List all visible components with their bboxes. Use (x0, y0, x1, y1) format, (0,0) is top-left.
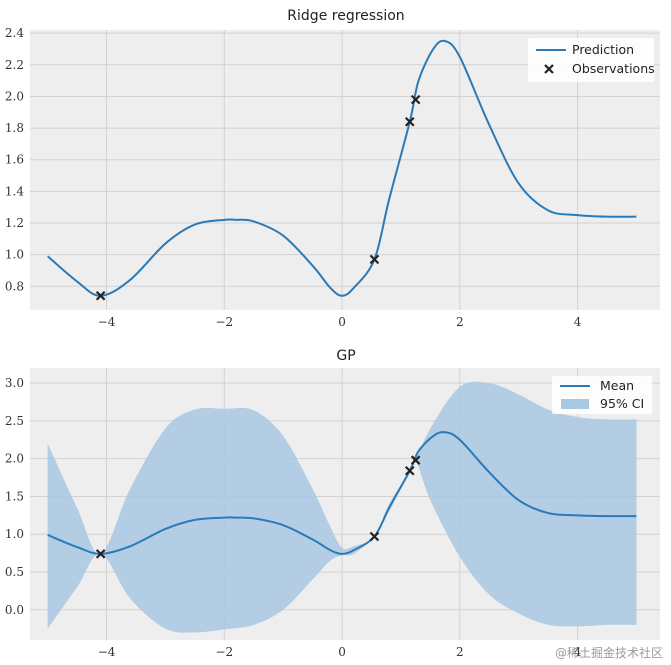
gp-xtick-label: 0 (338, 645, 346, 659)
ridge-xtick-label: 4 (574, 315, 582, 329)
ridge-tick-labels: −4 −2 0 2 4 0.8 1.0 1.2 1.4 1.6 1.8 2.0 2.2 2.4 (5, 26, 582, 329)
gp-legend: Mean 95% CI (552, 376, 652, 414)
ridge-ytick-label: 0.8 (5, 279, 24, 293)
ridge-ytick-label: 2.2 (5, 58, 24, 72)
gp-ytick-label: 3.0 (5, 376, 24, 390)
prediction-legend-label: Prediction (572, 42, 634, 57)
gp-panel: GP −4 −2 0 2 4 0.0 0.5 1.0 1.5 2.0 2.5 3.0 Mean 95%… (5, 348, 660, 659)
gp-xtick-label: 2 (456, 645, 464, 659)
gp-observation-point (410, 455, 421, 465)
ridge-panel: Ridge regression −4 −2 0 2 4 0.8 1.0 1.2 1.4 1.6 1… (5, 8, 660, 329)
gp-tick-labels: −4 −2 0 2 4 0.0 0.5 1.0 1.5 2.0 2.5 3.0 (5, 376, 582, 659)
ridge-title: Ridge regression (287, 8, 404, 24)
observations-legend-marker (544, 64, 554, 74)
ridge-observation-point (410, 94, 421, 105)
ridge-ytick-label: 2.0 (5, 89, 24, 103)
gp-ytick-label: 2.5 (5, 414, 24, 428)
ridge-xtick-label: 0 (338, 315, 346, 329)
gp-xtick-label: −2 (215, 645, 233, 659)
ridge-observations (95, 94, 421, 301)
ridge-observation-point (95, 290, 106, 301)
gp-ci-band (47, 381, 637, 633)
ridge-xtick-label: −4 (98, 315, 116, 329)
ridge-legend: Prediction Observations (528, 38, 655, 82)
ridge-ytick-label: 2.4 (5, 26, 24, 40)
ridge-observation-point (369, 254, 380, 265)
ridge-xtick-label: −2 (215, 315, 233, 329)
ci-legend-swatch (561, 399, 589, 409)
gp-ytick-label: 0.5 (5, 565, 24, 579)
gp-ytick-label: 2.0 (5, 452, 24, 466)
gp-ytick-label: 0.0 (5, 603, 24, 617)
mean-legend-label: Mean (600, 378, 634, 393)
gp-mean-line (47, 431, 637, 555)
ridge-lines (47, 39, 637, 297)
gp-ytick-label: 1.0 (5, 527, 24, 541)
gp-xtick-label: −4 (98, 645, 116, 659)
gp-title: GP (336, 348, 355, 364)
ridge-grid (30, 30, 660, 310)
ridge-ytick-label: 1.6 (5, 153, 24, 167)
ridge-ytick-label: 1.8 (5, 121, 24, 135)
ridge-ytick-label: 1.4 (5, 184, 24, 198)
observations-legend-label: Observations (572, 61, 655, 76)
gp-xtick-label: 4 (574, 645, 582, 659)
ridge-ytick-label: 1.0 (5, 248, 24, 262)
gp-observation-point (404, 465, 415, 476)
gp-observation-point (369, 531, 380, 542)
ci-legend-label: 95% CI (600, 396, 644, 411)
ridge-prediction-line (47, 39, 637, 297)
gp-observation-point (95, 549, 106, 559)
gp-ytick-label: 1.5 (5, 489, 24, 503)
gp-observations (95, 455, 421, 559)
watermark: @稀土掘金技术社区 (554, 646, 663, 660)
ridge-observation-point (404, 116, 415, 127)
ridge-ytick-label: 1.2 (5, 216, 24, 230)
gp-lines (47, 431, 637, 555)
gp-confidence-band (47, 381, 637, 633)
ridge-xtick-label: 2 (456, 315, 464, 329)
